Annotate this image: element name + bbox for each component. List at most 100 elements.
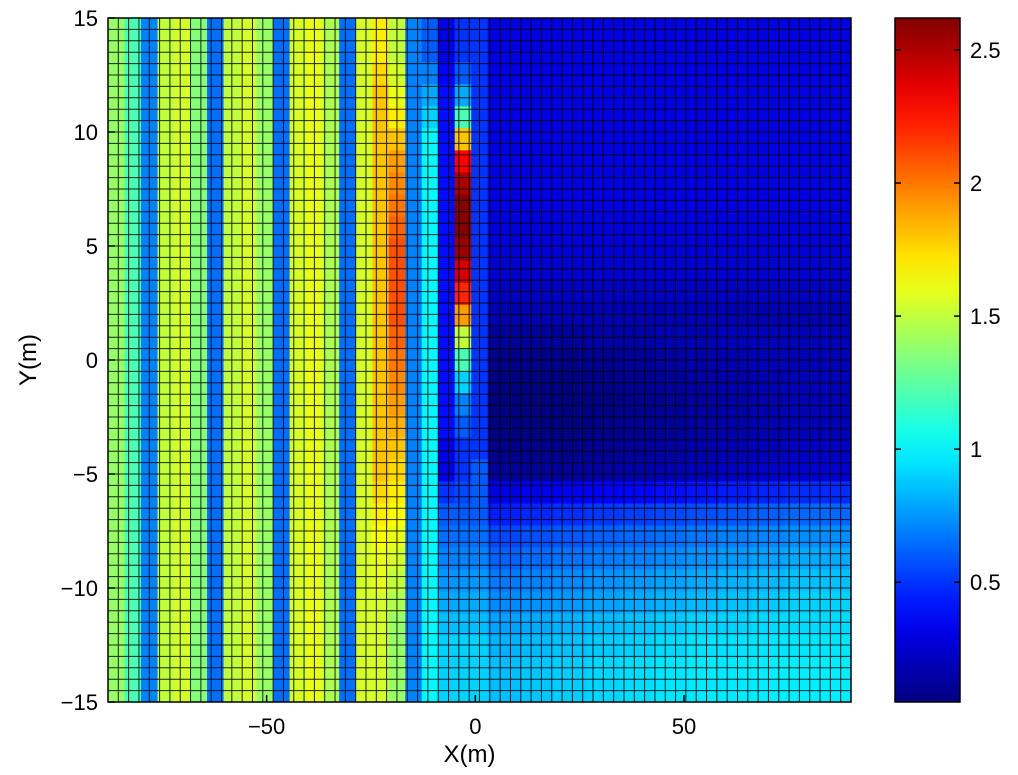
heatmap-cell [768, 415, 786, 438]
y-tick-label: 10 [74, 120, 98, 145]
heatmap-cell [339, 657, 357, 681]
heatmap-cell [768, 194, 786, 217]
heatmap-cell [190, 304, 208, 328]
heatmap-cell [751, 481, 769, 504]
heatmap-cell [174, 591, 191, 615]
heatmap-cell [603, 569, 621, 593]
heatmap-cells [108, 18, 852, 703]
heatmap-cell [520, 150, 538, 173]
heatmap-cell [108, 260, 125, 284]
heatmap-cell [685, 437, 703, 460]
heatmap-cell [174, 106, 191, 129]
heatmap-cell [355, 128, 373, 151]
heatmap-cell [108, 150, 125, 173]
heatmap-cell [520, 371, 538, 394]
heatmap-cell [190, 260, 208, 284]
heatmap-cell [273, 216, 291, 240]
heatmap-cell [834, 106, 852, 129]
heatmap-cell [520, 216, 538, 240]
heatmap-cell [421, 679, 439, 703]
heatmap-cell [751, 304, 769, 328]
heatmap-cell [339, 481, 357, 504]
heatmap-cell [421, 481, 439, 504]
heatmap-cell [421, 260, 439, 284]
heatmap-cell [669, 304, 687, 328]
heatmap-cell [603, 679, 621, 703]
heatmap-cell [108, 569, 125, 593]
heatmap-cell [520, 679, 538, 703]
heatmap-cell [339, 503, 357, 526]
heatmap-cell [751, 437, 769, 460]
heatmap-cell [520, 613, 538, 637]
heatmap-cell [273, 437, 291, 460]
heatmap-cell [256, 635, 274, 659]
heatmap-cell [421, 84, 439, 107]
heatmap-cell [339, 326, 357, 350]
heatmap-cell [190, 84, 208, 107]
mesh-grid [108, 18, 851, 702]
heatmap-cell [190, 613, 208, 637]
heatmap-cell [603, 326, 621, 350]
heatmap-cell [685, 216, 703, 240]
heatmap-cell [504, 503, 522, 526]
heatmap-cell [834, 459, 852, 482]
heatmap-cell [190, 216, 208, 240]
x-tick-label: 50 [672, 714, 696, 739]
heatmap-cell [174, 326, 191, 350]
heatmap-cell [586, 591, 604, 615]
heatmap-cell [685, 613, 703, 637]
heatmap-cell [520, 128, 538, 151]
heatmap-cell [273, 525, 291, 548]
heatmap-cell [669, 238, 687, 262]
heatmap-cell [520, 393, 538, 416]
heatmap-cell [339, 62, 357, 85]
heatmap-cell [438, 238, 456, 262]
heatmap-cell [768, 238, 786, 262]
heatmap-cell [256, 613, 274, 637]
heatmap-cell [273, 106, 291, 129]
heatmap-cell [355, 437, 373, 460]
heatmap-cell [520, 326, 538, 350]
heatmap-cell [603, 128, 621, 151]
heatmap-cell [669, 437, 687, 460]
heatmap-cell [586, 238, 604, 262]
heatmap-cell [421, 547, 439, 571]
colorbar-ticks: 0.5 1 1.5 2 2.5 [895, 38, 1001, 595]
heatmap-cell [438, 547, 456, 571]
heatmap-cell [768, 106, 786, 129]
heatmap-cell [751, 216, 769, 240]
heatmap-cell [108, 128, 125, 151]
heatmap-cell [834, 613, 852, 637]
x-tick-label: 0 [469, 714, 481, 739]
heatmap-cell [339, 679, 357, 703]
heatmap-cell [174, 437, 191, 460]
heatmap-cell [768, 371, 786, 394]
heatmap-cell [438, 326, 456, 350]
heatmap-cell [355, 503, 373, 526]
heatmap-cell [586, 84, 604, 107]
heatmap-cell [355, 547, 373, 571]
heatmap-cell [339, 238, 357, 262]
heatmap-cell [174, 62, 191, 85]
heatmap-cell [669, 260, 687, 284]
heatmap-cell [256, 62, 274, 85]
heatmap-cell [603, 657, 621, 681]
heatmap-cell [586, 106, 604, 129]
heatmap-cell [339, 591, 357, 615]
heatmap-cell [355, 84, 373, 107]
heatmap-cell [586, 635, 604, 659]
heatmap-cell [174, 503, 191, 526]
heatmap-cell [586, 282, 604, 306]
heatmap-cell [421, 194, 439, 217]
heatmap-cell [586, 459, 604, 482]
heatmap-cell [438, 569, 456, 593]
heatmap-cell [421, 503, 439, 526]
heatmap-cell [834, 282, 852, 306]
heatmap-cell [190, 150, 208, 173]
heatmap-cell [421, 128, 439, 151]
colorbar-tick-label: 0.5 [970, 570, 1001, 595]
heatmap-cell [190, 591, 208, 615]
heatmap-cell [273, 150, 291, 173]
heatmap-cell [586, 525, 604, 548]
heatmap-cell [834, 194, 852, 217]
